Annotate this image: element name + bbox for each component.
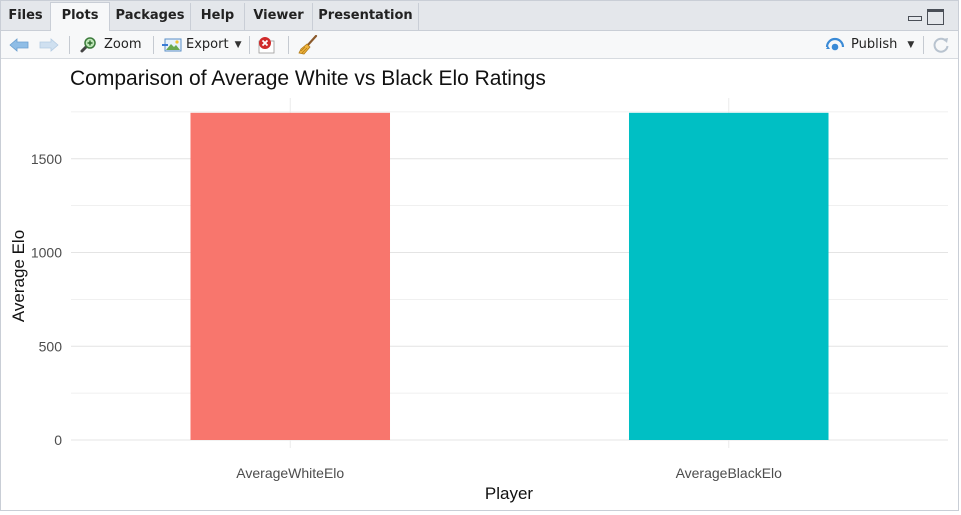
plots-toolbar: Zoom Export ▼ (1, 31, 958, 59)
x-axis-label: Player (485, 484, 534, 503)
forward-arrow-icon (39, 38, 59, 52)
chevron-down-icon: ▼ (907, 40, 915, 50)
minimize-pane-icon[interactable] (908, 9, 922, 23)
zoom-magnifier-icon (80, 37, 96, 53)
maximize-pane-icon[interactable] (927, 9, 944, 25)
bar-AverageWhiteElo (190, 112, 391, 440)
chevron-down-icon: ▼ (234, 40, 242, 50)
bar-chart: 0 500 1000 1500 AverageWhiteElo AverageBlack… (9, 67, 948, 503)
chart-title: Comparison of Average White vs Black Elo… (70, 67, 546, 90)
remove-plot-icon (258, 37, 275, 54)
y-axis-label: Average Elo (9, 230, 28, 322)
tab-packages[interactable]: Packages (110, 3, 191, 31)
x-tick-label: AverageWhiteElo (236, 465, 344, 481)
export-button[interactable]: Export ▼ (162, 35, 241, 55)
forward-button[interactable] (39, 35, 59, 55)
tab-bar: Files Plots Packages Help Viewer Present… (1, 1, 958, 32)
y-tick-labels: 0 500 1000 1500 (31, 151, 62, 448)
broom-clear-icon (298, 35, 318, 55)
y-tick-label: 0 (54, 432, 62, 448)
y-tick-label: 1500 (31, 151, 62, 167)
bars (190, 112, 829, 440)
tab-help[interactable]: Help (191, 3, 245, 31)
export-image-icon (162, 38, 182, 52)
zoom-button[interactable]: Zoom (79, 35, 141, 55)
y-tick-label: 500 (39, 338, 63, 354)
refresh-button[interactable] (932, 35, 950, 55)
tab-plots[interactable]: Plots (50, 2, 110, 32)
x-tick-label: AverageBlackElo (676, 465, 783, 481)
publish-icon (825, 37, 845, 51)
bar-AverageBlackElo (628, 112, 829, 440)
tab-files[interactable]: Files (1, 3, 51, 31)
publish-label: Publish (851, 37, 898, 52)
x-tick-labels: AverageWhiteElo AverageBlackElo (236, 465, 782, 481)
publish-button[interactable]: Publish ▼ (825, 35, 914, 55)
y-tick-label: 1000 (31, 245, 62, 261)
tab-viewer[interactable]: Viewer (245, 3, 313, 31)
export-label: Export (186, 37, 229, 52)
remove-plot-button[interactable] (257, 35, 275, 55)
back-button[interactable] (9, 35, 29, 55)
zoom-label: Zoom (104, 37, 142, 52)
back-arrow-icon (9, 38, 29, 52)
refresh-icon (933, 37, 949, 53)
clear-all-plots-button[interactable] (298, 35, 318, 55)
tab-presentation[interactable]: Presentation (313, 3, 419, 31)
